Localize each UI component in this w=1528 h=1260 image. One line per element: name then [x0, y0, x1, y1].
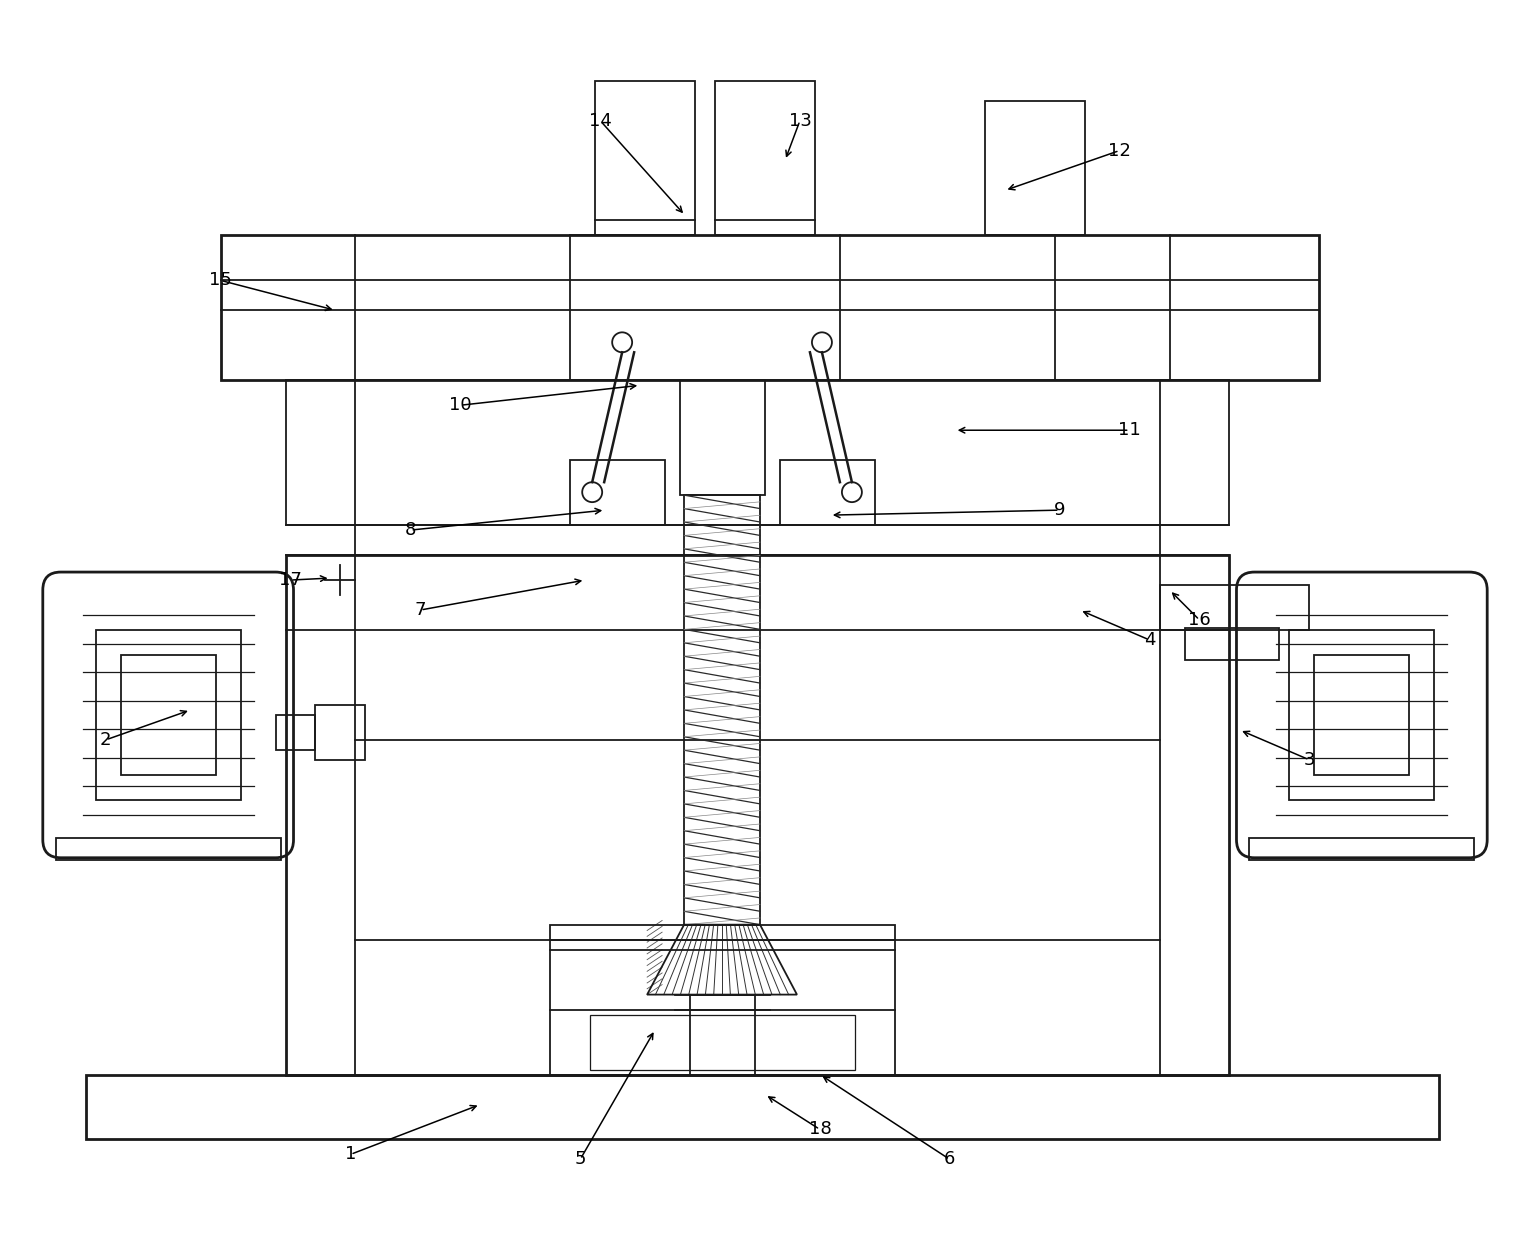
Bar: [680, 381, 766, 495]
Bar: [96, 630, 240, 800]
Bar: [286, 381, 356, 525]
Text: 7: 7: [414, 601, 426, 619]
Text: 14: 14: [588, 112, 611, 130]
Text: 3: 3: [1303, 751, 1316, 769]
Bar: [1184, 627, 1279, 660]
Bar: [121, 655, 215, 775]
Bar: [590, 1014, 854, 1070]
Bar: [315, 704, 365, 760]
Bar: [550, 925, 895, 1075]
Bar: [779, 460, 876, 525]
Bar: [1160, 585, 1309, 630]
Text: 12: 12: [1108, 141, 1131, 160]
Bar: [596, 81, 695, 236]
Text: 18: 18: [808, 1120, 831, 1139]
Text: 15: 15: [209, 271, 232, 290]
Text: 9: 9: [1054, 501, 1065, 519]
Bar: [570, 460, 665, 525]
Bar: [275, 714, 315, 750]
Bar: [1250, 838, 1475, 859]
Bar: [715, 81, 814, 236]
Bar: [1290, 630, 1435, 800]
Bar: [691, 994, 755, 1075]
Text: 6: 6: [944, 1150, 955, 1168]
Text: 16: 16: [1189, 611, 1210, 629]
Bar: [86, 1075, 1439, 1139]
Bar: [1314, 655, 1409, 775]
Text: 8: 8: [405, 522, 416, 539]
Text: 17: 17: [280, 571, 303, 590]
Bar: [984, 101, 1085, 236]
Bar: [685, 495, 759, 925]
Text: 11: 11: [1118, 421, 1141, 440]
Bar: [286, 556, 1230, 1075]
Bar: [220, 236, 1319, 381]
Text: 10: 10: [449, 396, 472, 415]
Text: 5: 5: [575, 1150, 585, 1168]
Bar: [1160, 381, 1230, 525]
Text: 13: 13: [788, 112, 811, 130]
Bar: [356, 525, 1160, 556]
Text: 2: 2: [99, 731, 112, 748]
Text: 1: 1: [345, 1145, 356, 1163]
Text: 4: 4: [1144, 631, 1155, 649]
Bar: [57, 838, 281, 859]
